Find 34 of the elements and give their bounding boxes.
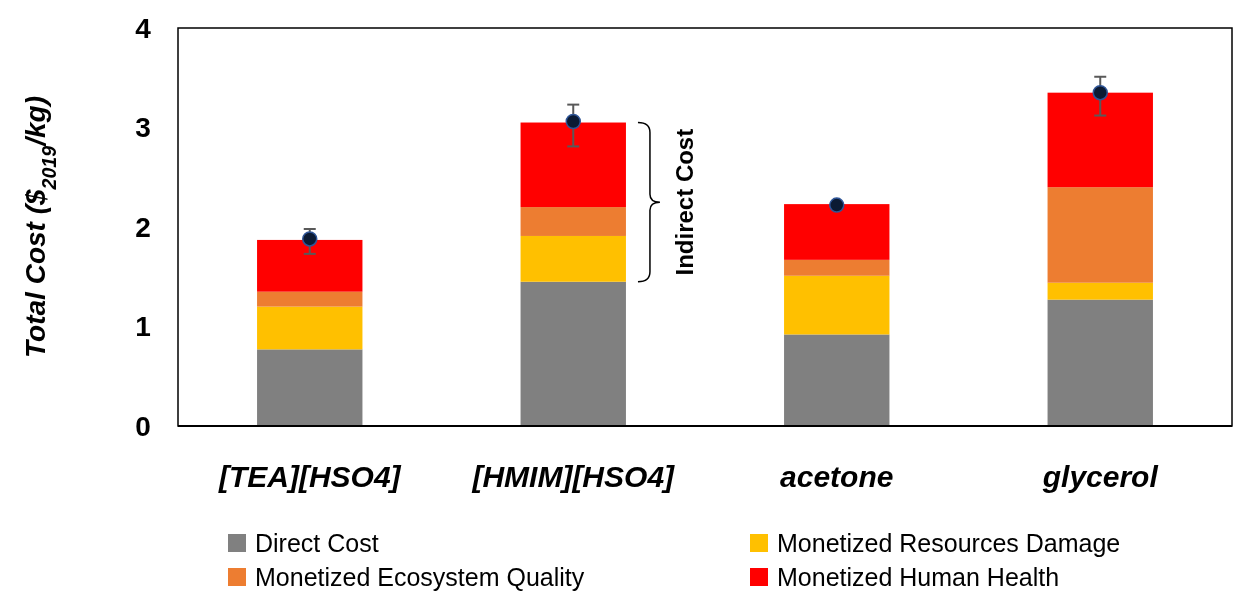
bar [1047,92,1153,188]
y-tick-label: 3 [135,112,151,144]
point [1092,84,1108,101]
legend-label: Direct Cost [255,528,379,557]
bar [784,275,890,335]
point [829,197,845,213]
x-tick-label: glycerol [1041,460,1159,493]
bar [520,122,626,208]
bar [257,306,363,350]
bar [520,281,626,426]
x-tick-label: [HMIM][HSO4] [471,460,676,493]
bar [1047,187,1153,283]
bar [520,235,626,282]
annotation: Indirect Cost [670,128,698,276]
bar [257,239,363,292]
bar [257,291,363,307]
bar [1047,299,1153,426]
point [302,231,318,247]
y-tick-label: 4 [135,12,152,44]
bar [1047,282,1153,300]
legend-label: Monetized Ecosystem Quality [255,562,585,591]
x-tick-label: [TEA][HSO4] [217,460,402,493]
legend-label: Monetized Resources Damage [777,528,1121,557]
y-tick-label: 2 [135,211,151,243]
bar [520,207,626,236]
x-tick-label: acetone [780,460,894,493]
y-tick-label: 1 [135,311,151,343]
bar [784,259,890,276]
bar [784,204,890,260]
legend-label: Monetized Human Health [777,562,1060,591]
point [565,113,581,130]
bar [784,334,890,426]
bar [257,349,363,426]
y-tick-label: 0 [135,410,151,442]
